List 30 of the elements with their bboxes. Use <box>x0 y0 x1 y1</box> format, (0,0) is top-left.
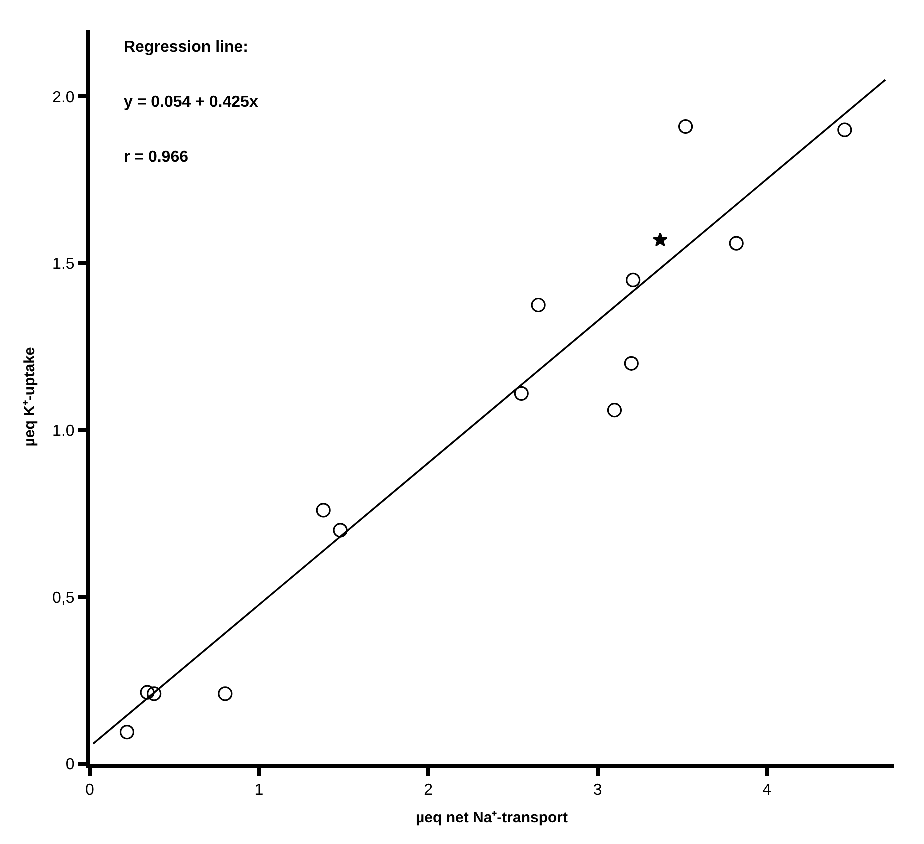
y-tick-label: 1.0 <box>52 422 75 440</box>
y-tick-label: 1.5 <box>52 256 75 274</box>
point <box>626 272 641 288</box>
point <box>729 236 744 251</box>
x-tick-label: 4 <box>762 782 772 800</box>
point <box>652 232 668 247</box>
point <box>140 685 155 700</box>
point <box>514 386 529 401</box>
annotation: r = 0.966 <box>124 149 189 166</box>
y-axis-title: µeq K⁺-uptake <box>21 347 38 447</box>
point <box>531 298 546 313</box>
annotation: y = 0.054 + 0.425x <box>124 94 258 111</box>
point <box>624 356 639 371</box>
x-tick-label: 0 <box>86 782 95 800</box>
point <box>838 122 852 138</box>
x-axis-title: µeq net Na⁺-transport <box>416 810 568 827</box>
x-tick-label: 2 <box>424 782 434 800</box>
point <box>147 686 162 702</box>
annotation: Regression line: <box>124 39 248 56</box>
point <box>333 523 348 538</box>
point <box>218 686 233 702</box>
point <box>678 119 694 134</box>
y-tick-label: 0 <box>66 756 75 774</box>
point <box>316 503 331 518</box>
point <box>120 725 135 740</box>
y-tick-label: 0,5 <box>52 590 75 607</box>
y-tick-label: 2.0 <box>52 89 75 106</box>
x-tick-label: 1 <box>254 782 264 800</box>
point <box>607 403 622 418</box>
x-tick-label: 3 <box>593 782 602 800</box>
